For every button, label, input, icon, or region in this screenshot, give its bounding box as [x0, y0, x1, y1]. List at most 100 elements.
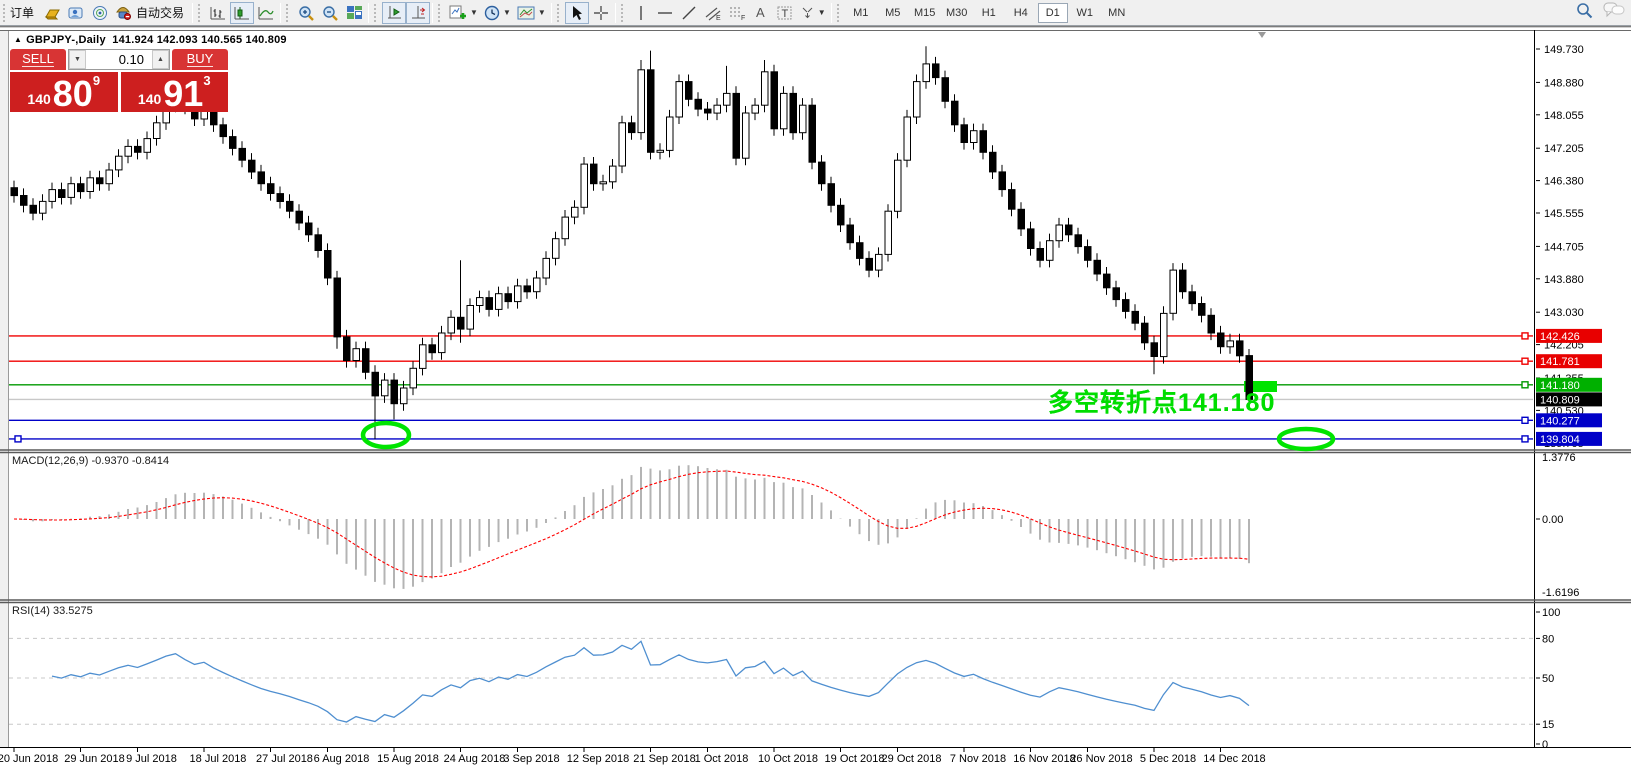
- auto-scroll-button[interactable]: [382, 1, 407, 24]
- svg-text:18 Jul 2018: 18 Jul 2018: [190, 753, 247, 765]
- svg-text:20 Jun 2018: 20 Jun 2018: [0, 753, 58, 765]
- new-chart-button[interactable]: ▼: [446, 2, 481, 24]
- svg-text:27 Jul 2018: 27 Jul 2018: [256, 753, 313, 765]
- timeframe-d1[interactable]: D1: [1037, 2, 1068, 23]
- line-handle[interactable]: [1521, 332, 1529, 340]
- label-button[interactable]: T: [773, 2, 797, 24]
- svg-text:80: 80: [1542, 633, 1554, 645]
- line-handle[interactable]: [1521, 381, 1529, 389]
- timeframe-mn[interactable]: MN: [1108, 6, 1126, 19]
- svg-text:6 Aug 2018: 6 Aug 2018: [314, 753, 370, 765]
- autotrading-button[interactable]: 自动交易: [112, 2, 190, 24]
- svg-text:140.809: 140.809: [1540, 394, 1580, 406]
- timeframe-h4[interactable]: H4: [1013, 6, 1028, 19]
- buy-button[interactable]: BUY: [172, 49, 228, 70]
- svg-text:1.3776: 1.3776: [1542, 452, 1576, 464]
- macd-histogram: [22, 465, 1250, 589]
- search-icon[interactable]: [1576, 2, 1593, 24]
- line-handle[interactable]: [1521, 357, 1529, 365]
- crosshair-button[interactable]: [589, 2, 613, 24]
- svg-text:5 Dec 2018: 5 Dec 2018: [1140, 753, 1196, 765]
- horizontal-line-button[interactable]: [653, 2, 677, 24]
- chat-icon[interactable]: [1603, 2, 1625, 23]
- svg-text:144.705: 144.705: [1544, 241, 1584, 253]
- sell-button[interactable]: SELL: [10, 49, 66, 70]
- ellipse-annotation[interactable]: [360, 420, 412, 450]
- volume-stepper[interactable]: ▼ 0.10 ▲: [68, 49, 170, 70]
- timeframe-m30[interactable]: M30: [946, 6, 968, 19]
- toolbar-grip[interactable]: [3, 3, 8, 22]
- macd-axis: 1.3776 0.00 -1.6196: [1536, 452, 1579, 599]
- line-handle[interactable]: [14, 435, 22, 443]
- chart-shift-marker-icon[interactable]: [1258, 32, 1266, 38]
- svg-text:146.380: 146.380: [1544, 176, 1584, 188]
- svg-text:7 Nov 2018: 7 Nov 2018: [950, 753, 1006, 765]
- toolbar-grip[interactable]: [620, 3, 626, 22]
- cursor-button[interactable]: [564, 1, 589, 24]
- buy-price[interactable]: 140 91 3: [120, 72, 228, 112]
- toolbar-grip[interactable]: [374, 3, 379, 22]
- price-tag-139.804: 139.804: [1536, 431, 1602, 446]
- new-order-button[interactable]: 订单: [10, 2, 40, 24]
- volume-decrease-button[interactable]: ▼: [69, 50, 86, 69]
- signals-icon[interactable]: [88, 2, 112, 24]
- timeframe-h1[interactable]: H1: [981, 6, 996, 19]
- tile-windows-button[interactable]: [342, 2, 366, 24]
- svg-text:0: 0: [1542, 739, 1548, 751]
- fibonacci-button[interactable]: F: [725, 2, 749, 24]
- toolbar-grip[interactable]: [286, 3, 291, 22]
- line-handle[interactable]: [1521, 416, 1529, 424]
- svg-text:29 Jun 2018: 29 Jun 2018: [64, 753, 125, 765]
- toolbar-grip[interactable]: [438, 3, 443, 22]
- ellipse-annotation[interactable]: [1276, 426, 1336, 452]
- chart-shift-button[interactable]: [406, 1, 431, 24]
- svg-text:148.880: 148.880: [1544, 77, 1584, 89]
- dropdown-arrow-icon[interactable]: ▼: [470, 8, 478, 17]
- dropdown-arrow-icon[interactable]: ▼: [502, 8, 511, 17]
- vertical-line-button[interactable]: [629, 2, 653, 24]
- periods-button[interactable]: ▼: [481, 2, 514, 24]
- svg-text:T: T: [781, 8, 788, 20]
- macd-indicator-label: MACD(12,26,9) -0.9370 -0.8414: [12, 455, 170, 467]
- svg-text:100: 100: [1542, 607, 1560, 619]
- timeframe-w1[interactable]: W1: [1076, 6, 1093, 19]
- pivot-annotation-text[interactable]: 多空转折点141.180: [1048, 389, 1276, 417]
- zoom-out-button[interactable]: [318, 2, 342, 24]
- toolbar-grip[interactable]: [836, 3, 842, 22]
- dropdown-arrow-icon[interactable]: ▼: [537, 8, 546, 17]
- trendline-button[interactable]: [677, 2, 701, 24]
- volume-input[interactable]: 0.10: [118, 52, 144, 67]
- open-chart-icon[interactable]: [64, 2, 88, 24]
- svg-text:143.030: 143.030: [1544, 307, 1584, 319]
- svg-text:19 Oct 2018: 19 Oct 2018: [825, 753, 885, 765]
- toolbar-grip[interactable]: [556, 3, 562, 22]
- candlestick-chart-button[interactable]: [230, 1, 255, 24]
- text-button[interactable]: A: [749, 2, 773, 24]
- svg-text:14 Dec 2018: 14 Dec 2018: [1203, 753, 1265, 765]
- highlight-box-annotation[interactable]: [1244, 381, 1277, 392]
- svg-text:26 Nov 2018: 26 Nov 2018: [1070, 753, 1132, 765]
- timeframe-m5[interactable]: M5: [885, 6, 901, 19]
- toolbar-separator: [830, 2, 832, 23]
- toolbar-grip[interactable]: [198, 3, 203, 22]
- svg-text:147.205: 147.205: [1544, 143, 1584, 155]
- line-handle[interactable]: [1521, 435, 1529, 443]
- channel-button[interactable]: E: [701, 2, 725, 24]
- svg-text:141.781: 141.781: [1540, 356, 1580, 368]
- rsi-axis: 100 80 50 15 0: [1536, 607, 1560, 751]
- svg-text:149.730: 149.730: [1544, 44, 1584, 56]
- bar-chart-button[interactable]: [206, 2, 230, 24]
- sell-price[interactable]: 140 80 9: [10, 72, 118, 112]
- zoom-in-button[interactable]: [294, 2, 318, 24]
- arrows-button[interactable]: ▼: [797, 2, 829, 24]
- history-center-icon[interactable]: [40, 2, 64, 24]
- volume-increase-button[interactable]: ▲: [152, 50, 169, 69]
- timeframe-m1[interactable]: M1: [853, 6, 869, 19]
- line-chart-button[interactable]: [254, 2, 278, 24]
- main-toolbar: 订单 自动交易 ▼ ▼ ▼ E F A T ▼ M1 M5 M15 M30 H1 H4 D1 W1 MN: [0, 0, 1631, 26]
- templates-button[interactable]: ▼: [514, 2, 549, 24]
- chart-canvas: 149.730 148.880 148.055 147.205 146.380 145.5…: [0, 30, 1631, 769]
- new-order-label: 订单: [10, 6, 35, 20]
- dropdown-arrow-icon[interactable]: ▼: [817, 8, 826, 17]
- timeframe-m15[interactable]: M15: [914, 6, 936, 19]
